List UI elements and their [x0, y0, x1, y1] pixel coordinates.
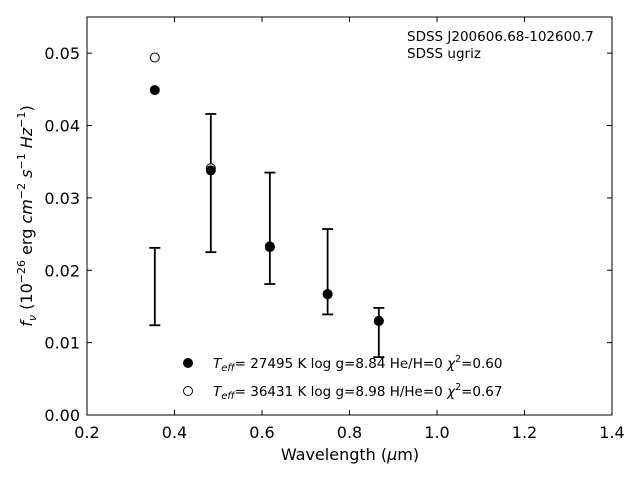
- y-axis-title: fν (10−26 erg cm−2 s−1 Hz−1): [15, 105, 39, 326]
- data-point-filled: [149, 85, 160, 96]
- data-point-open: [149, 52, 160, 63]
- data-point-filled: [205, 165, 216, 176]
- y-tick-label: 0.02: [44, 261, 80, 280]
- x-tick-label: 0.6: [249, 423, 274, 442]
- x-tick-label: 1.0: [424, 423, 449, 442]
- x-tick-label: 1.4: [599, 423, 624, 442]
- y-tick-label: 0.05: [44, 44, 80, 63]
- legend-marker-open: [183, 386, 193, 396]
- data-point-filled: [264, 241, 275, 252]
- x-axis-title: Wavelength (μm): [281, 445, 419, 464]
- legend-label-2: Teff= 36431 K log g=8.98 H/He=0 χ2=0.67: [213, 382, 502, 402]
- x-tick-label: 0.4: [162, 423, 187, 442]
- annotation-object-name: SDSS J200606.68-102600.7: [407, 29, 594, 45]
- x-tick-label: 1.2: [512, 423, 537, 442]
- legend-label-1: Teff= 27495 K log g=8.84 He/H=0 χ2=0.60: [213, 354, 502, 374]
- legend: Teff= 27495 K log g=8.84 He/H=0 χ2=0.60 …: [183, 354, 502, 402]
- x-tick-label: 0.2: [74, 423, 99, 442]
- y-tick-label: 0.01: [44, 334, 80, 353]
- legend-marker-filled: [183, 358, 193, 368]
- x-tick-label: 0.8: [337, 423, 362, 442]
- tick-group: 0.2 0.4 0.6 0.8 1.0 1.2 1.4 0.00 0.01 0.02 0.03 0.0…: [44, 17, 625, 442]
- data-point-filled: [322, 289, 333, 300]
- y-tick-label: 0.03: [44, 189, 80, 208]
- y-tick-label: 0.00: [44, 406, 80, 425]
- y-tick-label: 0.04: [44, 117, 80, 136]
- annotation-photometry: SDSS ugriz: [407, 46, 481, 62]
- marker-group: [149, 52, 384, 326]
- plot-frame: [86, 16, 613, 416]
- data-point-filled: [373, 315, 384, 326]
